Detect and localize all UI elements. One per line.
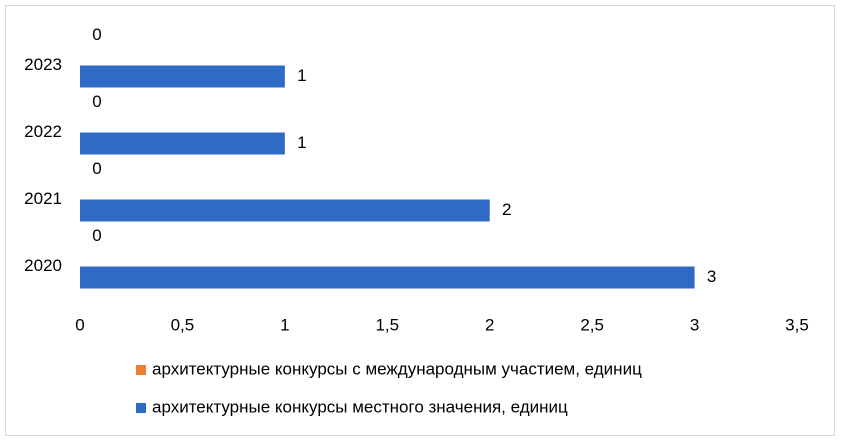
x-tick-label: 1 <box>280 315 289 334</box>
data-label: 1 <box>297 66 306 85</box>
data-label: 2 <box>502 200 511 219</box>
bar <box>80 266 695 289</box>
data-label: 0 <box>92 226 101 245</box>
legend-label: архитектурные конкурсы с международным у… <box>152 359 642 378</box>
x-tick-label: 0 <box>75 315 84 334</box>
x-tick-label: 0,5 <box>171 315 195 334</box>
bar <box>80 65 285 88</box>
data-label: 0 <box>92 159 101 178</box>
legend-marker <box>136 403 146 413</box>
x-tick-label: 3 <box>690 315 699 334</box>
x-tick-label: 1,5 <box>375 315 399 334</box>
x-tick-label: 2,5 <box>580 315 604 334</box>
x-tick-label: 3,5 <box>785 315 809 334</box>
data-label: 0 <box>92 25 101 44</box>
legend-label: архитектурные конкурсы местного значения… <box>152 397 568 416</box>
y-tick-label: 2021 <box>24 189 62 208</box>
legend-marker <box>136 365 146 375</box>
x-tick-label: 2 <box>485 315 494 334</box>
data-label: 1 <box>297 133 306 152</box>
y-tick-label: 2020 <box>24 256 62 275</box>
data-label: 0 <box>92 92 101 111</box>
y-tick-label: 2022 <box>24 122 62 141</box>
y-tick-label: 2023 <box>24 55 62 74</box>
bar <box>80 199 490 222</box>
bar <box>80 132 285 155</box>
data-label: 3 <box>707 267 716 286</box>
